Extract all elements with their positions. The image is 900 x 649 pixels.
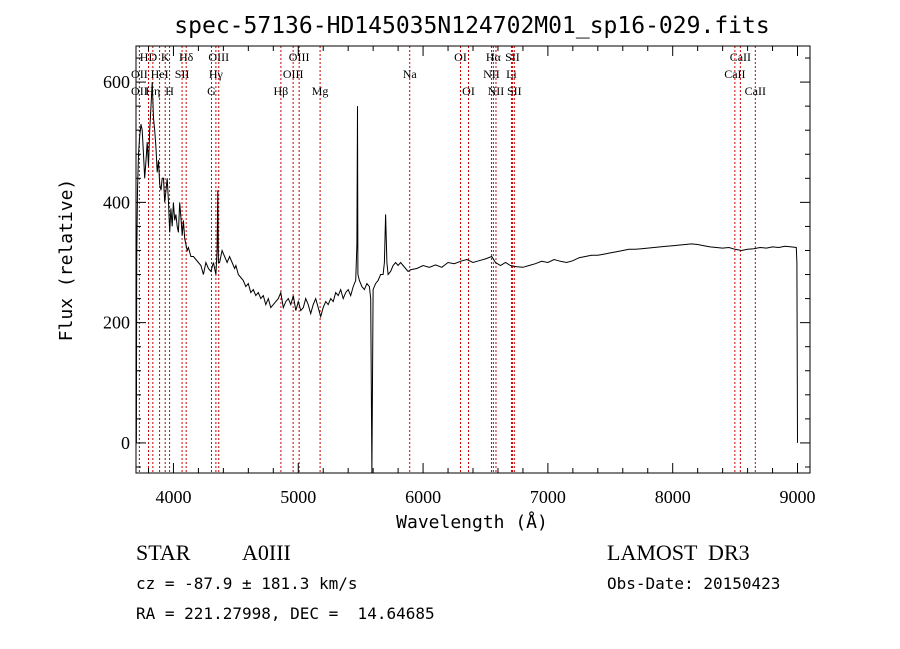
line-label-21: NII xyxy=(483,67,500,81)
y-axis: 0 200 400 600 xyxy=(103,57,810,468)
redshift-velocity: cz = -87.9 ± 181.3 km/s xyxy=(136,574,358,593)
y-tick-label-0: 0 xyxy=(121,433,130,453)
line-label-3: OII xyxy=(131,67,148,81)
line-label-24: SII xyxy=(507,84,522,98)
observation-date: Obs-Date: 20150423 xyxy=(607,574,781,593)
y-tick-label-2: 400 xyxy=(103,192,130,212)
line-label-25: CaII xyxy=(730,50,751,64)
object-subclass: A0III xyxy=(242,540,291,565)
coordinates: RA = 221.27998, DEC = 14.64685 xyxy=(136,604,435,623)
line-label-19: Hα xyxy=(486,50,502,64)
line-label-8: H xyxy=(165,84,174,98)
line-label-0: HD xyxy=(140,50,158,64)
x-tick-label-4: 8000 xyxy=(655,487,691,507)
line-label-20: SII xyxy=(505,50,520,64)
x-axis-label: Wavelength (Å) xyxy=(396,511,548,533)
line-label-9: OIII xyxy=(208,50,229,64)
line-label-5: SII xyxy=(175,67,190,81)
line-label-6: OII xyxy=(131,84,148,98)
line-label-23: NII xyxy=(488,84,505,98)
line-label-11: G xyxy=(207,84,216,98)
line-label-10: Hγ xyxy=(209,67,224,81)
x-tick-label-3: 7000 xyxy=(530,487,566,507)
x-tick-label-2: 6000 xyxy=(405,487,441,507)
line-label-15: Mg xyxy=(312,84,329,98)
x-tick-label-0: 4000 xyxy=(155,487,191,507)
line-markers xyxy=(138,46,756,473)
line-label-1: K xyxy=(161,50,170,64)
y-axis-label: Flux (relative) xyxy=(56,179,77,342)
line-label-22: Li xyxy=(506,67,517,81)
x-tick-label-1: 5000 xyxy=(280,487,316,507)
spectrum-line xyxy=(135,82,798,474)
line-label-27: CaII xyxy=(745,84,766,98)
chart-title: spec-57136-HD145035N124702M01_sp16-029.f… xyxy=(174,13,769,39)
object-class: STAR xyxy=(136,540,191,565)
y-tick-label-1: 200 xyxy=(103,313,130,333)
plot-frame xyxy=(135,45,811,474)
line-label-18: OI xyxy=(462,84,475,98)
line-label-26: CaII xyxy=(724,67,745,81)
y-tick-label-3: 600 xyxy=(103,72,130,92)
x-axis: 4000 5000 6000 7000 8000 9000 xyxy=(147,46,816,507)
line-label-2: Hδ xyxy=(179,50,194,64)
line-label-4: HeI xyxy=(151,67,169,81)
line-label-13: OIII xyxy=(283,67,304,81)
line-label-12: OIII xyxy=(289,50,310,64)
line-label-14: Hβ xyxy=(274,84,289,98)
line-label-17: OI xyxy=(454,50,467,64)
survey-name: LAMOST DR3 xyxy=(607,540,750,565)
line-label-16: Na xyxy=(403,67,418,81)
x-tick-label-5: 9000 xyxy=(780,487,816,507)
